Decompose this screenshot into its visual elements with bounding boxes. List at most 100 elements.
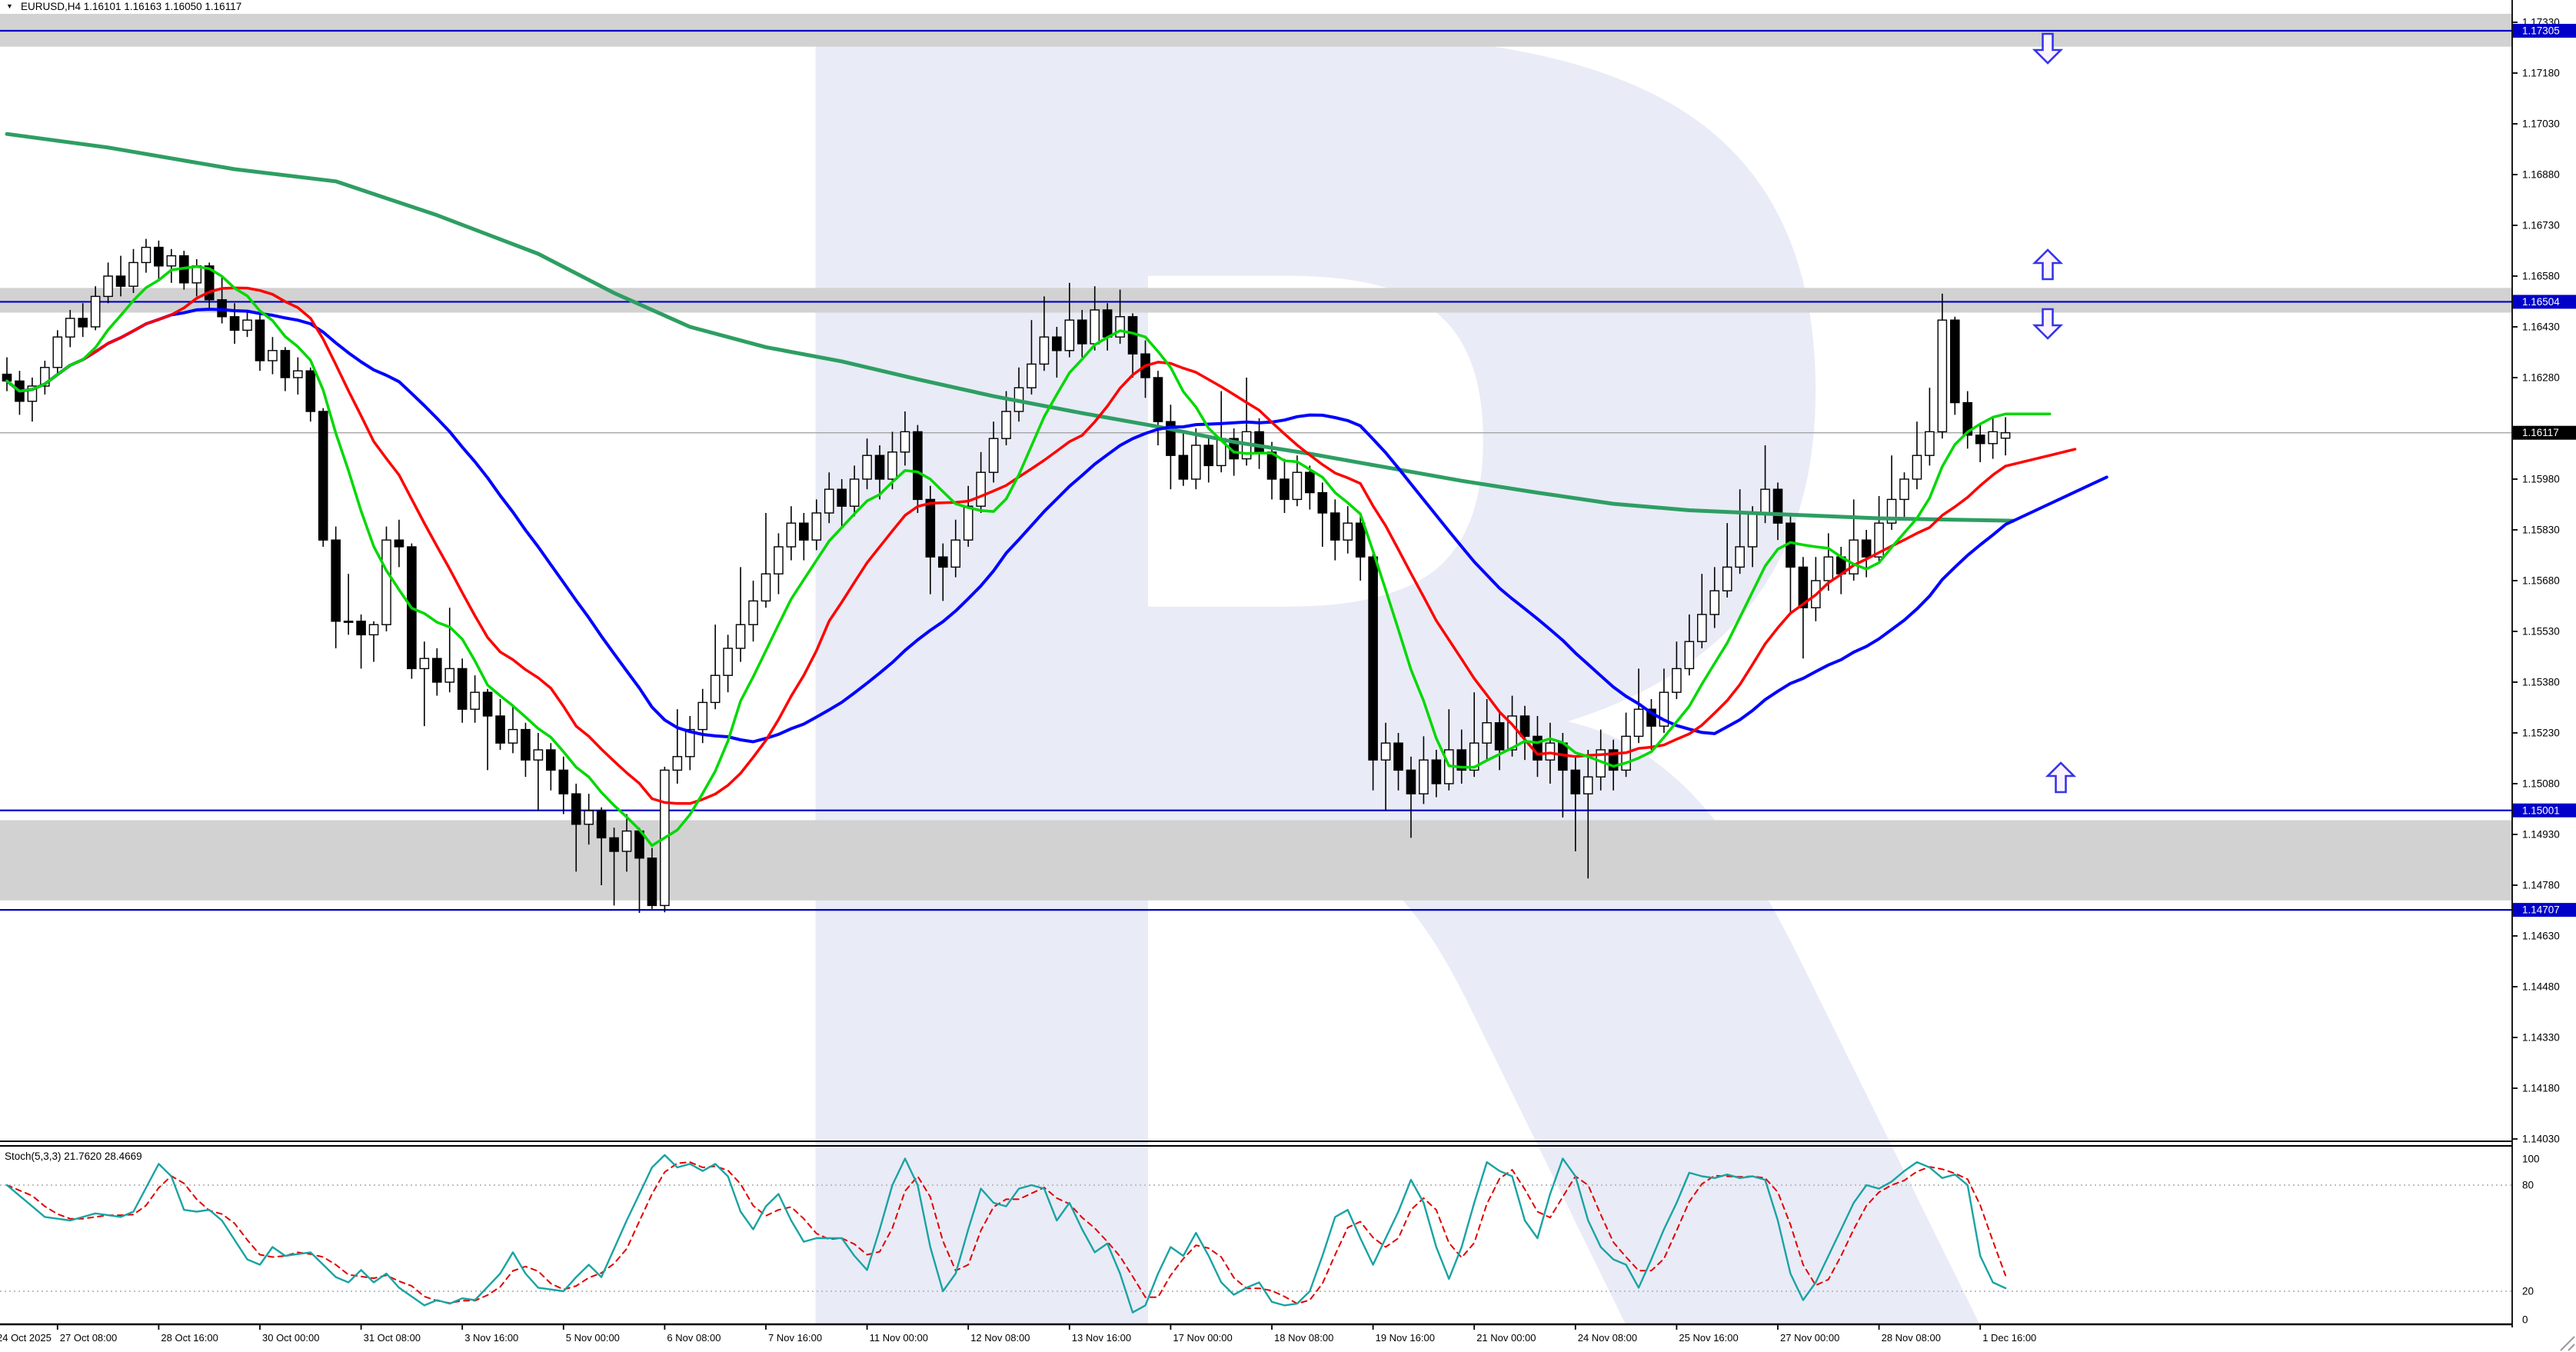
candle-body <box>40 367 50 387</box>
candle-body <box>1874 522 1884 558</box>
candle-body <box>824 488 834 514</box>
candlesticks <box>2 238 2011 914</box>
time-tick-label: 7 Nov 16:00 <box>768 1332 822 1344</box>
price-tick-label: 1.17180 <box>2522 68 2560 79</box>
candle-body <box>1684 641 1695 670</box>
price-tick-label: 1.16280 <box>2522 372 2560 384</box>
stoch-k-line <box>5 1154 2007 1314</box>
breakout-arrow-up-icon[interactable] <box>2032 248 2064 281</box>
price-tick-label: 1.15530 <box>2522 626 2560 638</box>
price-level-tag-label: 1.14707 <box>2522 904 2560 916</box>
candle-body <box>331 539 341 622</box>
candle-body <box>444 668 455 683</box>
candle-body <box>1709 590 1720 615</box>
time-tick-label: 28 Nov 08:00 <box>1882 1332 1941 1344</box>
price-tick-label: 1.16580 <box>2522 271 2560 282</box>
candle-body <box>1962 401 1973 436</box>
symbol-dropdown-icon[interactable]: ▼ <box>6 2 13 10</box>
price-tick-label: 1.15380 <box>2522 677 2560 688</box>
time-tick-label: 6 Nov 08:00 <box>667 1332 721 1344</box>
candle-body <box>887 451 897 480</box>
candle-body <box>1925 431 1935 456</box>
candle-body <box>697 701 708 731</box>
breakout-arrow-up-icon[interactable] <box>2045 761 2077 794</box>
price-tick-label: 1.14180 <box>2522 1083 2560 1094</box>
price-tick-label: 1.16880 <box>2522 169 2560 181</box>
symbol-ohlc-label: EURUSD,H4 1.16101 1.16163 1.16050 1.1611… <box>21 1 242 12</box>
candle-body <box>1772 488 1783 524</box>
candle-body <box>1646 708 1656 727</box>
price-tick-label: 1.15080 <box>2522 778 2560 790</box>
time-axis[interactable]: 24 Oct 2025 27 Oct 08:00 28 Oct 16:00 30 Oc… <box>0 1324 2036 1344</box>
price-level-tag <box>2513 295 2576 309</box>
candle-body <box>115 275 126 287</box>
candle-body <box>1039 336 1050 365</box>
breakout-arrows <box>2032 32 2077 794</box>
resize-handle-icon[interactable] <box>2560 1336 2575 1351</box>
candle-body <box>1090 309 1100 345</box>
candle-body <box>1153 377 1163 422</box>
price-axis[interactable]: 1.173301.171801.170301.168801.167301.165… <box>2511 0 2576 1327</box>
candle-body <box>2000 432 2011 439</box>
candle-body <box>1178 455 1189 480</box>
price-tick-label: 1.15680 <box>2522 575 2560 587</box>
time-tick-label: 17 Nov 00:00 <box>1173 1332 1232 1344</box>
ma-slow-line <box>5 308 2108 744</box>
candle-body <box>937 556 948 568</box>
candle-body <box>1570 769 1581 794</box>
breakout-arrow-down-icon[interactable] <box>2032 32 2064 65</box>
time-tick-label: 31 Oct 08:00 <box>364 1332 421 1344</box>
time-tick-label: 18 Nov 08:00 <box>1274 1332 1333 1344</box>
stoch-scale-label: 20 <box>2522 1286 2534 1297</box>
supply-demand-zone[interactable] <box>0 820 2512 901</box>
candle-body <box>1001 411 1011 439</box>
candle-body <box>495 715 505 744</box>
candle-body <box>900 431 910 453</box>
candle-body <box>1722 566 1732 591</box>
time-tick-label: 25 Nov 16:00 <box>1679 1332 1738 1344</box>
candle-body <box>1292 471 1303 501</box>
price-level-tag <box>2513 903 2576 917</box>
candle-body <box>1988 431 1998 445</box>
price-tick-label: 1.15230 <box>2522 728 2560 739</box>
candle-body <box>103 275 113 298</box>
candle-body <box>52 336 63 368</box>
candle-body <box>988 438 999 473</box>
candle-body <box>1166 421 1176 456</box>
price-tick-label: 1.14030 <box>2522 1134 2560 1145</box>
candle-body <box>1861 539 1872 558</box>
candle-body <box>723 648 733 676</box>
breakout-arrow-down-icon[interactable] <box>2032 308 2064 340</box>
price-level-tag <box>2513 24 2576 38</box>
candle-body <box>1203 445 1214 467</box>
candle-body <box>204 265 215 301</box>
supply-demand-zone[interactable] <box>0 288 2512 313</box>
candle-body <box>1912 455 1922 480</box>
current-price-tag <box>2513 425 2576 440</box>
candle-body <box>90 295 101 328</box>
stochastic-panel <box>0 1154 2512 1314</box>
support-resistance-lines <box>0 29 2512 911</box>
candle-body <box>1027 363 1037 388</box>
time-tick-label: 27 Oct 08:00 <box>60 1332 117 1344</box>
candle-body <box>27 385 38 402</box>
price-level-tag-label: 1.16504 <box>2522 296 2560 308</box>
price-level-tag-label: 1.15001 <box>2522 804 2560 816</box>
candle-body <box>1633 708 1644 738</box>
candle-body <box>672 756 683 771</box>
price-tick-label: 1.16430 <box>2522 321 2560 333</box>
stoch-scale-label: 0 <box>2522 1314 2528 1326</box>
candle-body <box>584 810 594 825</box>
ma-fast-line <box>5 265 2052 847</box>
price-tick-label: 1.14780 <box>2522 880 2560 891</box>
candle-body <box>191 265 202 284</box>
candle-body <box>368 624 379 636</box>
candle-body <box>774 546 784 574</box>
candle-body <box>1190 445 1201 480</box>
watermark-letter: R <box>653 0 2015 1352</box>
candle-body <box>255 319 265 361</box>
candle-body <box>394 539 404 548</box>
price-level-tag <box>2513 803 2576 818</box>
